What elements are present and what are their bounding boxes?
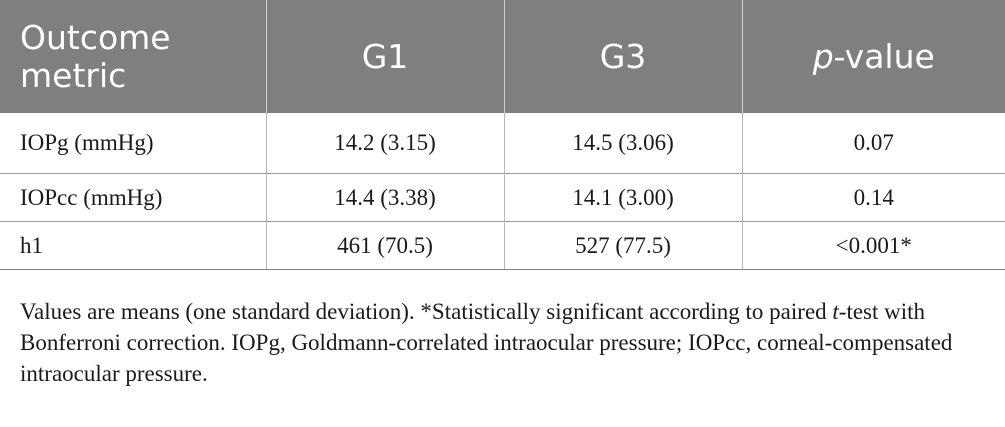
- footnote-part2: -test with Bonferroni correction. IOPg, …: [20, 299, 953, 386]
- cell-p: <0.001*: [741, 221, 1005, 270]
- cell-g1: 461 (70.5): [265, 221, 504, 270]
- results-table: Outcome metric G1 G3 p-value IOPg (mmHg)…: [0, 0, 1005, 270]
- header-p-italic: p: [812, 36, 834, 76]
- cell-p: 0.07: [741, 113, 1005, 174]
- cell-g3: 527 (77.5): [503, 221, 742, 270]
- cell-metric: IOPcc (mmHg): [0, 173, 266, 222]
- table-footnote: Values are means (one standard deviation…: [20, 296, 1005, 389]
- cell-p: 0.14: [741, 173, 1005, 222]
- header-g3: G3: [503, 0, 742, 113]
- footnote-t-italic: t: [832, 299, 839, 324]
- footnote-part1: Values are means (one standard deviation…: [20, 299, 833, 324]
- header-p-suffix: -value: [833, 36, 935, 76]
- table-row: IOPg (mmHg) 14.2 (3.15) 14.5 (3.06) 0.07: [0, 113, 1005, 174]
- header-p-value: p-value: [741, 0, 1005, 113]
- cell-metric: h1: [0, 221, 266, 270]
- cell-metric: IOPg (mmHg): [20, 130, 154, 155]
- header-outcome-metric: Outcome metric: [0, 0, 266, 113]
- cell-g1: 14.2 (3.15): [265, 113, 504, 174]
- cell-g1: 14.4 (3.38): [265, 173, 504, 222]
- table-header: Outcome metric G1 G3 p-value: [0, 0, 1005, 113]
- cell-g3: 14.1 (3.00): [503, 173, 742, 222]
- table-body: IOPg (mmHg) 14.2 (3.15) 14.5 (3.06) 0.07…: [0, 113, 1005, 270]
- results-table-container: Outcome metric G1 G3 p-value IOPg (mmHg)…: [0, 0, 1005, 270]
- table-row: h1 461 (70.5) 527 (77.5) <0.001*: [0, 221, 1005, 270]
- cell-g3: 14.5 (3.06): [503, 113, 742, 174]
- table-row: IOPcc (mmHg) 14.4 (3.38) 14.1 (3.00) 0.1…: [0, 173, 1005, 222]
- header-g1: G1: [265, 0, 504, 113]
- header-row: Outcome metric G1 G3 p-value: [0, 0, 1005, 113]
